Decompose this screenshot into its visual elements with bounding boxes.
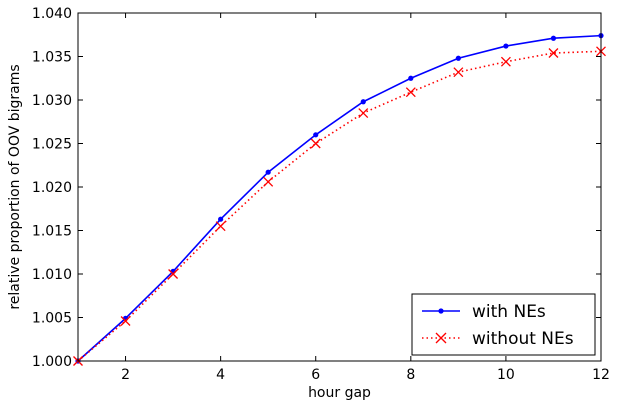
- y-tick-label: 1.030: [32, 93, 72, 109]
- series-with-nes: [75, 33, 604, 364]
- y-tick-label: 1.025: [32, 137, 72, 153]
- ticks-layer: 2 4 6 8 10 12 1.000 1.005 1.010 1.015 1.020 1.025 1.…: [32, 6, 610, 383]
- y-tick-label: 1.015: [32, 224, 72, 240]
- x-tick-label: 12: [592, 367, 610, 383]
- series-line-without-nes: [77, 50, 602, 362]
- x-tick-label: 2: [121, 367, 130, 383]
- data-point-without-nes: [215, 221, 226, 232]
- x-tick-label: 6: [311, 367, 320, 383]
- data-point-without-nes: [405, 87, 416, 98]
- data-point-without-nes: [548, 48, 559, 58]
- y-tick-label: 1.020: [32, 180, 72, 196]
- y-tick-label: 1.040: [32, 6, 72, 22]
- series-line-with-nes: [77, 34, 602, 362]
- legend-marker-without-nes: [435, 332, 447, 344]
- y-tick-label: 1.000: [32, 354, 72, 370]
- data-point-with-nes: [408, 75, 414, 81]
- x-tick-label: 4: [216, 367, 225, 383]
- legend-entry-without-nes: without NEs: [422, 329, 574, 349]
- legend-box: [411, 293, 596, 356]
- legend-entry-with-nes: with NEs: [422, 302, 546, 322]
- data-point-without-nes: [168, 269, 179, 279]
- legend-label-without-nes: without NEs: [472, 329, 574, 349]
- y-tick-label: 1.010: [32, 267, 72, 283]
- y-tick-label: 1.035: [32, 50, 72, 66]
- data-point-with-nes: [550, 35, 557, 41]
- x-tick-label: 8: [406, 367, 415, 383]
- data-point-with-nes: [455, 55, 461, 61]
- data-point-with-nes: [313, 132, 319, 138]
- data-point-without-nes: [310, 138, 321, 149]
- x-tick-label: 10: [497, 367, 515, 383]
- data-point-without-nes: [263, 176, 274, 187]
- data-point-without-nes: [453, 67, 464, 78]
- data-point-with-nes: [360, 99, 366, 105]
- legend-label-with-nes: with NEs: [472, 302, 546, 322]
- data-point-with-nes: [218, 216, 224, 222]
- legend: with NEs without NEs: [411, 293, 596, 356]
- data-point-with-nes: [265, 169, 271, 175]
- data-point-without-nes: [500, 56, 511, 67]
- data-point-without-nes: [120, 316, 131, 326]
- y-tick-label: 1.005: [32, 311, 72, 327]
- x-axis-label: hour gap: [308, 385, 371, 401]
- data-point-with-nes: [503, 43, 509, 49]
- y-axis-label: relative proportion of OOV bigrams: [7, 64, 23, 309]
- legend-marker-with-nes: [438, 308, 444, 314]
- data-point-without-nes: [358, 108, 369, 119]
